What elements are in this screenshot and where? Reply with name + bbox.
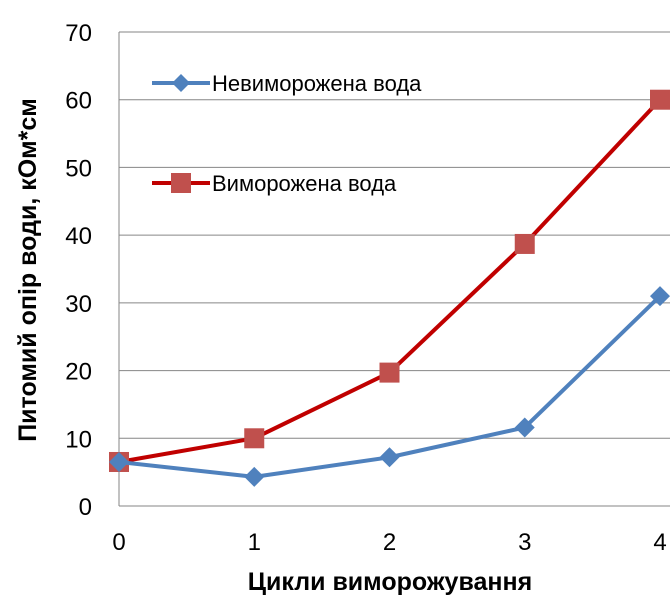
y-axis-title: Питомий опір води, кОм*см [14, 98, 42, 442]
data-point [379, 447, 400, 468]
data-point [109, 451, 129, 472]
x-tick-labels: 0 1 2 3 4 [112, 529, 666, 556]
legend-marker-unfrozen [172, 74, 190, 92]
legend-label-frozen: Виморожена вода [212, 171, 397, 196]
x-tick-label: 3 [518, 529, 531, 556]
x-tick-label: 2 [383, 529, 396, 556]
y-tick-labels: 0 10 20 30 40 50 60 70 [65, 20, 92, 521]
legend-item-frozen: Виморожена вода [152, 171, 397, 196]
series-group [109, 89, 670, 487]
data-point [650, 286, 670, 307]
y-tick-label: 50 [65, 155, 92, 182]
data-point [379, 362, 400, 383]
legend-marker-frozen [171, 173, 191, 193]
series-line [118, 98, 662, 464]
series-unfrozen [109, 286, 670, 487]
gridlines [119, 31, 670, 439]
data-point [244, 428, 265, 449]
y-tick-label: 40 [65, 223, 92, 250]
data-point [244, 466, 265, 487]
y-tick-label: 70 [65, 20, 92, 47]
x-tick-label: 4 [653, 529, 666, 556]
x-axis-title: Цикли виморожування [248, 568, 532, 595]
x-tick-label: 1 [248, 529, 261, 556]
legend: Невиморожена вода Виморожена вода [152, 71, 422, 196]
legend-label-unfrozen: Невиморожена вода [212, 71, 422, 96]
legend-item-unfrozen: Невиморожена вода [152, 71, 422, 96]
series-frozen [109, 89, 670, 472]
axes [118, 32, 670, 507]
data-point [514, 417, 535, 438]
data-point [514, 233, 535, 254]
y-tick-label: 0 [79, 494, 92, 521]
y-tick-label: 20 [65, 359, 92, 386]
x-tick-label: 0 [112, 529, 125, 556]
data-point [650, 89, 670, 110]
y-tick-label: 60 [65, 88, 92, 115]
y-tick-label: 30 [65, 291, 92, 318]
y-tick-label: 10 [65, 426, 92, 453]
